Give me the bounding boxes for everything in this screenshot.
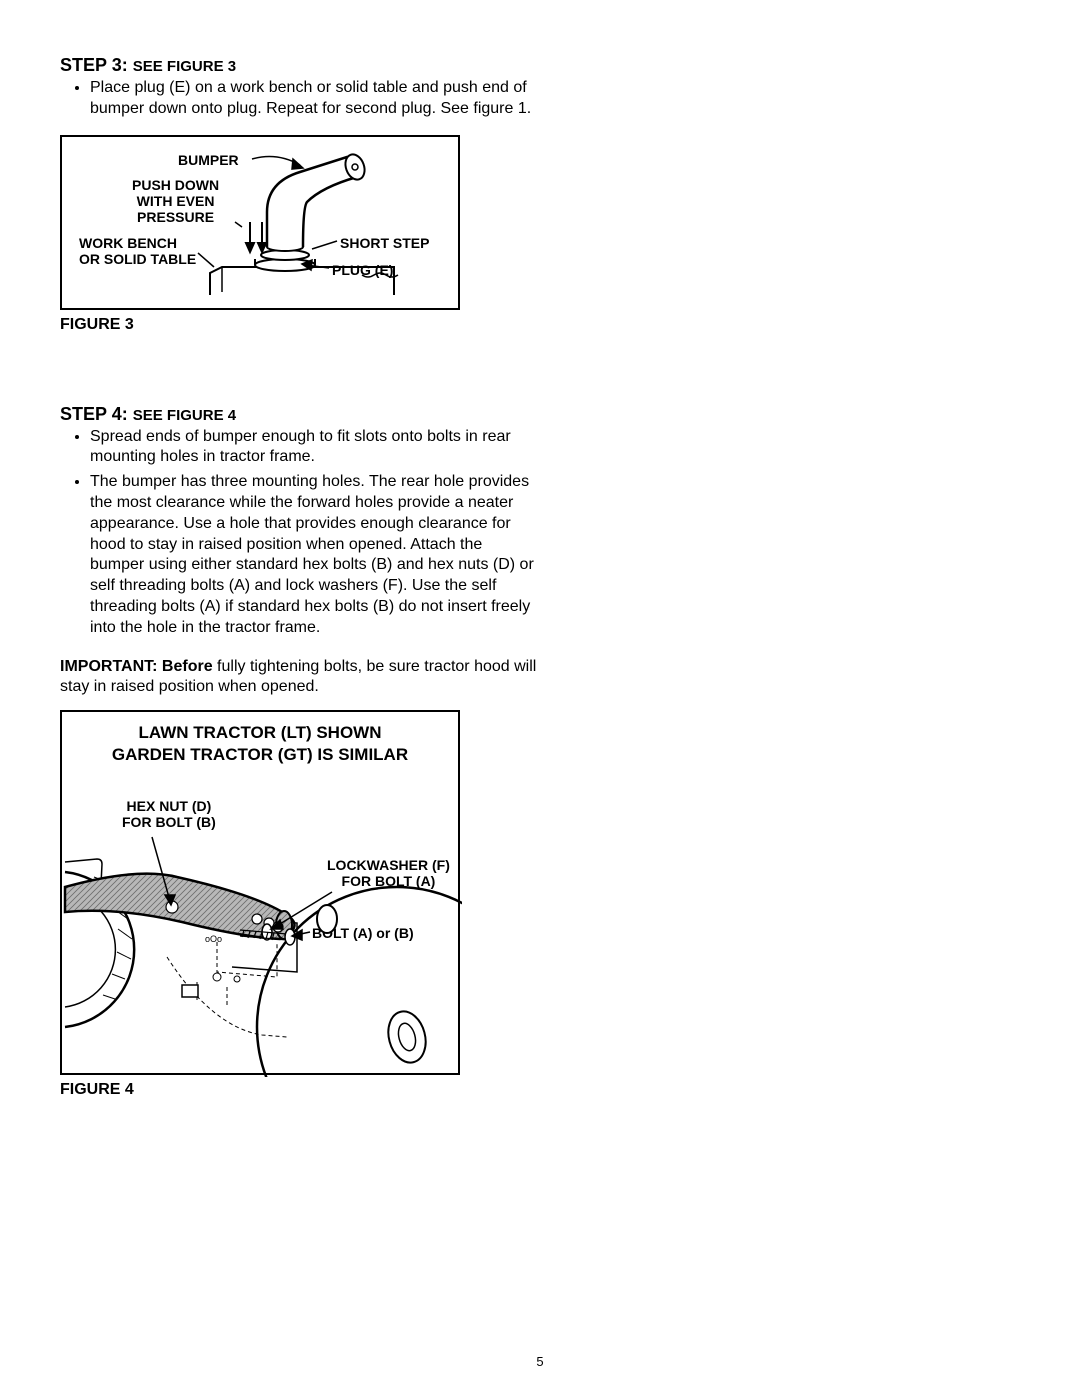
figure3-box: BUMPER PUSH DOWNWITH EVENPRESSURE WORK B… [60, 135, 460, 310]
figure4-caption: FIGURE 4 [60, 1081, 540, 1099]
step4-bullet-2: The bumper has three mounting holes. The… [90, 472, 540, 638]
manual-page: STEP 3: SEE FIGURE 3 Place plug (E) on a… [0, 0, 600, 1129]
step4-title: STEP 4: [60, 404, 128, 424]
figure3-label-bumper: BUMPER [178, 152, 239, 168]
spacer [60, 334, 540, 404]
important-prefix: IMPORTANT: Before [60, 658, 213, 675]
figure4-drawing: oOo [62, 767, 462, 1077]
step4-bullet-1: Spread ends of bumper enough to fit slot… [90, 427, 540, 469]
step3-title: STEP 3: [60, 55, 128, 75]
svg-text:oOo: oOo [205, 934, 222, 944]
figure3-drawing [62, 137, 462, 312]
page-number: 5 [0, 1354, 1080, 1369]
step3-bullets: Place plug (E) on a work bench or solid … [60, 78, 540, 120]
important-note: IMPORTANT: Before fully tightening bolts… [60, 657, 540, 699]
figure3-label-workbench: WORK BENCHOR SOLID TABLE [79, 235, 196, 267]
figure3-caption: FIGURE 3 [60, 316, 540, 334]
figure3-label-pushdown: PUSH DOWNWITH EVENPRESSURE [132, 177, 219, 225]
step3-bullet-1: Place plug (E) on a work bench or solid … [90, 78, 540, 120]
step4-bullets: Spread ends of bumper enough to fit slot… [60, 427, 540, 639]
figure3-label-plug: PLUG (E) [332, 262, 393, 278]
step4-heading: STEP 4: SEE FIGURE 4 [60, 404, 540, 425]
step3-subtitle: SEE FIGURE 3 [133, 58, 236, 75]
figure4-box: LAWN TRACTOR (LT) SHOWN GARDEN TRACTOR (… [60, 710, 460, 1075]
figure4-title: LAWN TRACTOR (LT) SHOWN GARDEN TRACTOR (… [62, 722, 458, 766]
figure3-label-shortstep: SHORT STEP [340, 235, 429, 251]
step4-subtitle: SEE FIGURE 4 [133, 407, 236, 424]
step3-heading: STEP 3: SEE FIGURE 3 [60, 55, 540, 76]
